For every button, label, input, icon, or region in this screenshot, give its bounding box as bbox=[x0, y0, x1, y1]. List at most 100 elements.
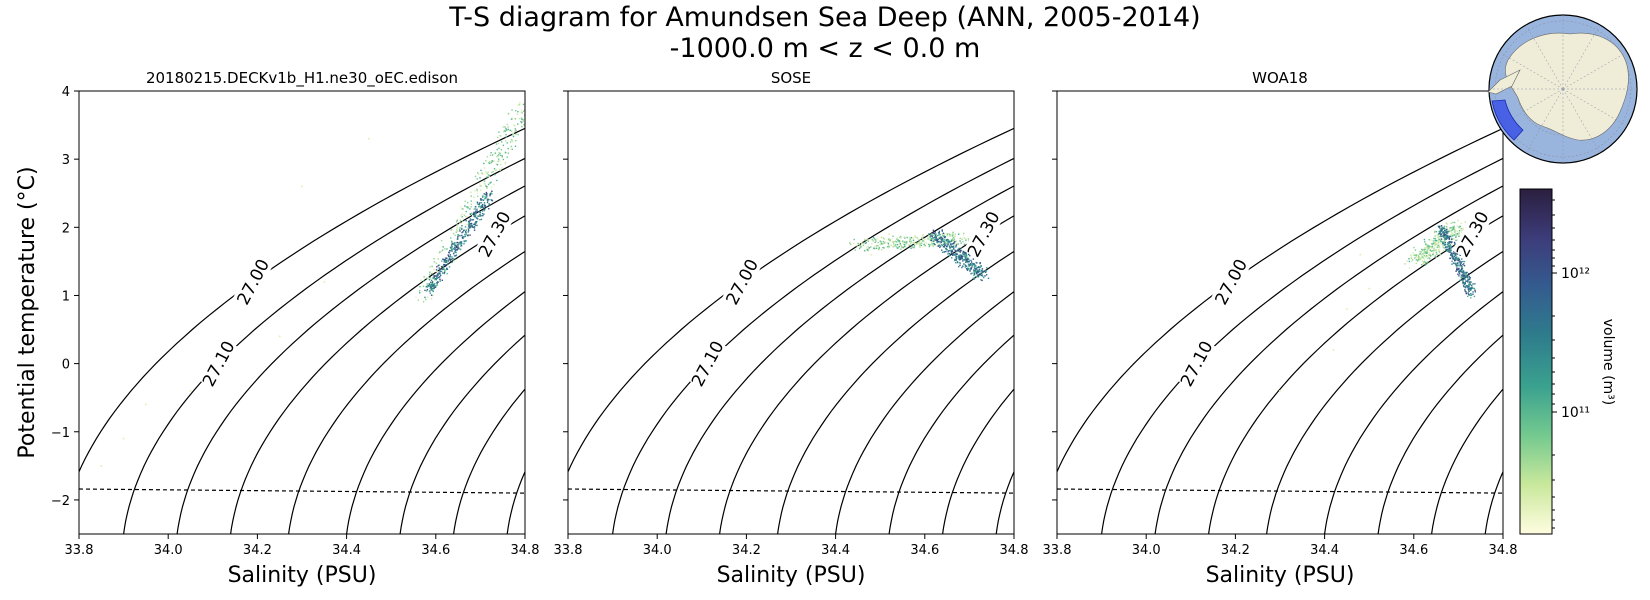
data-point bbox=[1442, 250, 1444, 252]
data-point bbox=[919, 246, 921, 248]
y-tick-label: 0 bbox=[62, 358, 70, 373]
data-point bbox=[1448, 237, 1451, 240]
data-point bbox=[1469, 278, 1471, 280]
data-point bbox=[488, 203, 490, 205]
x-tick-label: 34.2 bbox=[243, 543, 272, 558]
data-point bbox=[448, 266, 451, 268]
data-point bbox=[1465, 291, 1467, 293]
data-point bbox=[1445, 222, 1448, 224]
data-point bbox=[456, 249, 458, 251]
data-point bbox=[963, 263, 965, 265]
data-point bbox=[463, 229, 466, 231]
data-point bbox=[504, 151, 507, 154]
data-point bbox=[976, 271, 978, 274]
data-point bbox=[875, 240, 877, 242]
data-point bbox=[474, 224, 477, 227]
data-point bbox=[489, 154, 492, 156]
data-point bbox=[942, 238, 944, 240]
data-point bbox=[473, 223, 475, 226]
data-point bbox=[1441, 235, 1443, 237]
data-point bbox=[1471, 286, 1473, 288]
data-point bbox=[1461, 267, 1464, 270]
data-point bbox=[957, 243, 960, 245]
data-point bbox=[478, 203, 481, 205]
data-point bbox=[913, 242, 915, 245]
data-point bbox=[433, 283, 435, 285]
data-point bbox=[461, 225, 463, 227]
data-point bbox=[1451, 238, 1453, 240]
x-tick-label: 34.4 bbox=[332, 543, 361, 558]
data-point bbox=[450, 244, 453, 246]
data-point bbox=[514, 145, 517, 147]
data-point bbox=[446, 260, 449, 262]
data-point bbox=[975, 275, 977, 278]
plot-area bbox=[1057, 127, 1503, 534]
data-point bbox=[463, 243, 465, 245]
data-point bbox=[505, 129, 507, 131]
data-point bbox=[1424, 251, 1426, 253]
data-point bbox=[486, 201, 489, 204]
data-point bbox=[945, 250, 947, 253]
data-point bbox=[967, 238, 970, 240]
data-point bbox=[944, 236, 946, 238]
data-point bbox=[1447, 245, 1449, 247]
data-point bbox=[867, 245, 869, 248]
data-point bbox=[1450, 234, 1452, 236]
isopycnal-line bbox=[835, 290, 1014, 534]
data-point bbox=[483, 213, 485, 215]
data-point bbox=[1453, 258, 1455, 260]
data-point bbox=[1456, 262, 1459, 264]
data-point bbox=[457, 230, 459, 232]
data-point bbox=[432, 290, 434, 293]
data-point bbox=[489, 194, 491, 197]
data-point bbox=[972, 263, 975, 265]
data-point bbox=[488, 174, 491, 177]
data-point bbox=[1433, 249, 1435, 252]
data-point bbox=[1456, 268, 1458, 271]
data-point bbox=[1418, 256, 1420, 258]
data-point bbox=[1438, 238, 1440, 240]
x-tick-label: 34.4 bbox=[1310, 543, 1339, 558]
data-point bbox=[1446, 243, 1449, 246]
data-point bbox=[919, 242, 921, 244]
data-point bbox=[1452, 227, 1455, 229]
data-point bbox=[443, 272, 445, 275]
data-point bbox=[447, 263, 449, 266]
data-point bbox=[1435, 243, 1438, 245]
data-point bbox=[1438, 241, 1441, 243]
data-point bbox=[1426, 249, 1429, 251]
data-point bbox=[891, 238, 893, 240]
data-point bbox=[434, 278, 437, 280]
data-point bbox=[507, 128, 509, 131]
data-point bbox=[433, 258, 435, 260]
data-point bbox=[449, 250, 451, 252]
data-point bbox=[462, 231, 464, 233]
data-point bbox=[484, 205, 486, 208]
data-point bbox=[951, 246, 953, 248]
data-point bbox=[479, 202, 481, 204]
data-point bbox=[895, 241, 898, 243]
data-point bbox=[510, 130, 513, 132]
colorbar-tick-label: 10¹¹ bbox=[1561, 405, 1590, 421]
data-point bbox=[468, 225, 470, 228]
data-point bbox=[1453, 229, 1455, 231]
data-point bbox=[913, 241, 915, 244]
data-point bbox=[890, 244, 892, 246]
data-point bbox=[456, 227, 458, 229]
data-point bbox=[1408, 267, 1411, 269]
data-point bbox=[939, 246, 941, 249]
data-point bbox=[1432, 240, 1434, 242]
data-point bbox=[1458, 230, 1461, 232]
data-point bbox=[1426, 247, 1429, 249]
data-point bbox=[955, 245, 957, 247]
data-point bbox=[980, 269, 983, 272]
data-point bbox=[427, 296, 429, 298]
data-point bbox=[460, 206, 462, 208]
data-point bbox=[456, 229, 458, 231]
data-point bbox=[956, 253, 958, 255]
data-point bbox=[903, 236, 905, 238]
data-point bbox=[483, 210, 485, 212]
data-point bbox=[460, 243, 462, 246]
data-point bbox=[501, 167, 503, 169]
data-point bbox=[963, 255, 966, 257]
